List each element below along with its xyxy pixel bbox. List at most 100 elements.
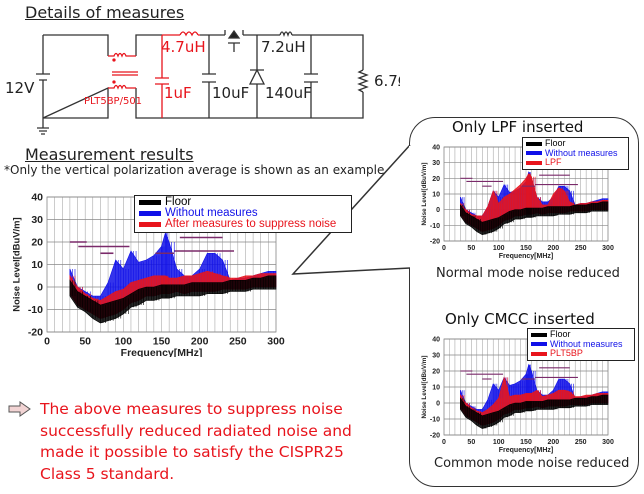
legend-item-floor: Floor [531,329,631,340]
cap2-label: 10uF [212,84,249,102]
x-tick-label: 100 [493,439,505,446]
inductor-7-2uh-icon [279,31,293,38]
inductor-4-7uh-icon [179,31,199,37]
battery-icon [36,73,50,81]
x-tick-label: 50 [79,336,91,348]
lpf-noise-chart: 0 50 100 150 200 250 300 -20 -10 0 10 20 30 40 Frequen… [421,144,614,260]
lpf-wire [161,34,200,118]
legend-label: PLT5BP [550,348,583,358]
legend-item-lpf: LPF [526,157,625,168]
polarization-note: *Only the vertical polarization average … [4,163,389,177]
x-tick-label: 200 [547,245,559,252]
cap3-label: 140uF [265,84,312,102]
y-axis-label: Noise Level[dBuV/m] [421,356,428,419]
x-tick-label: 200 [547,439,559,446]
y-tick-label: 40 [31,192,43,204]
x-tick-label: 150 [520,439,532,446]
y-tick-label: 30 [432,352,440,359]
mosfet-diode [227,29,241,39]
y-tick-label: 0 [37,282,43,294]
y-axis-label: Noise Level[dBuV/m] [12,217,23,311]
cap1-label: 1uF [164,84,192,102]
circuit-diagram: 12V PLT5BP/501 4.7uH 1uF 10uF 7.2uH 140u… [5,29,400,135]
y-axis-label: Noise Level[dBuV/m] [421,163,428,226]
legend-item-floor: Floor [526,138,625,149]
wire [162,34,364,119]
x-tick-label: 0 [44,336,50,348]
x-tick-label: 250 [575,245,587,252]
x-axis-label: Frequency[MHz] [499,447,553,454]
x-tick-label: 250 [229,336,247,348]
legend-item-without: Without measures [531,338,631,350]
cmcc-label: PLT5BP/501 [84,96,142,107]
y-tick-label: -20 [28,327,43,339]
diode-icon [248,68,266,85]
y-tick-label: 0 [436,207,440,214]
lpf-title: Only LPF inserted [452,118,584,136]
x-tick-label: 100 [115,336,133,348]
input-loop-wire [42,34,109,119]
details-heading: Details of measures [25,3,185,22]
wire [135,34,162,56]
y-tick-label: 30 [432,160,440,167]
conclusion-text: The above measures to suppress noise suc… [40,400,352,483]
lpf-legend: Floor Without measures LPF [522,137,629,170]
y-tick-label: 20 [31,237,43,249]
main-legend: Floor Without measures After measures to… [134,195,352,233]
legend-label: Without measures [545,147,618,158]
cmcc-title: Only CMCC inserted [445,310,595,328]
x-tick-label: 100 [493,245,505,252]
x-tick-label: 200 [191,336,209,348]
cmcc-noise-chart: 0 50 100 150 200 250 300 -20 -10 0 10 20 30 40 Frequen… [421,336,614,454]
legend-label: Floor [550,329,571,339]
ground-icon [37,35,49,135]
legend-item-plt5bp: PLT5BP [531,348,631,359]
legend-label: Floor [165,196,192,208]
x-tick-label: 300 [267,336,285,348]
cmcc-caption: Common mode noise reduced [434,456,630,471]
wire [135,88,162,119]
y-tick-label: 10 [31,259,43,271]
arrow-right-icon [8,401,31,417]
legend-label: Without measures [550,338,623,349]
x-tick-label: 50 [467,439,475,446]
x-tick-label: 0 [442,245,446,252]
y-tick-label: 0 [436,400,440,407]
y-tick-label: 10 [432,191,440,198]
y-tick-label: -10 [430,223,440,230]
results-heading: Measurement results [25,145,194,164]
legend-item-without: Without measures [526,147,625,159]
y-tick-label: -20 [430,432,440,439]
y-tick-label: -10 [28,304,43,316]
source-voltage-label: 12V [5,79,35,97]
lpf-caption: Normal mode noise reduced [436,266,620,281]
y-tick-label: -10 [430,416,440,423]
cap-1uf-symbol [155,77,169,85]
cap-10uf-symbol [202,73,216,83]
mosfet-icon [224,30,244,52]
legend-item-without: Without measures [139,207,347,219]
x-tick-label: 150 [520,245,532,252]
resistor-icon [357,69,369,93]
y-tick-label: 10 [432,384,440,391]
legend-label: Floor [545,138,566,148]
y-tick-label: -20 [430,238,440,245]
x-tick-label: 300 [602,439,614,446]
legend-label: Without measures [165,207,258,219]
x-axis-label: Frequency[MHz] [121,347,203,357]
legend-label: LPF [545,157,562,167]
legend-item-after: After measures to suppress noise [139,218,347,230]
legend-label: After measures to suppress noise [165,218,337,230]
legend-item-floor: Floor [139,196,347,208]
x-tick-label: 50 [467,245,475,252]
y-tick-label: 30 [31,214,43,226]
y-tick-label: 20 [432,176,440,183]
y-tick-label: 20 [432,368,440,375]
x-tick-label: 250 [575,439,587,446]
x-tick-label: 150 [153,336,171,348]
x-tick-label: 300 [602,245,614,252]
y-tick-label: 40 [432,144,440,151]
cap-140uf-symbol [304,73,318,83]
inductor1-label: 4.7uH [161,38,206,56]
x-axis-label: Frequency[MHz] [499,253,553,260]
